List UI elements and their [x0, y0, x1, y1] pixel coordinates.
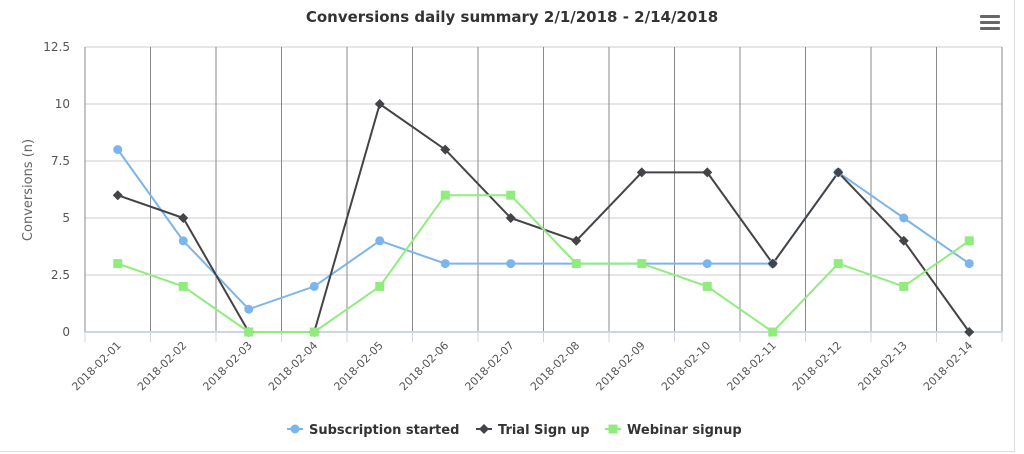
subscription-started-point — [375, 236, 385, 246]
y-tick-label: 7.5 — [51, 154, 70, 168]
legend-item-trial-sign-up[interactable]: Trial Sign up — [476, 423, 590, 438]
subscription-started-point — [244, 304, 254, 314]
webinar-signup-point — [637, 259, 647, 269]
x-tick-label: 2018-02-05 — [331, 339, 385, 393]
legend-marker — [479, 424, 489, 434]
x-tick-label: 2018-02-09 — [593, 339, 647, 393]
x-tick-label: 2018-02-07 — [462, 339, 516, 393]
subscription-started-point — [899, 213, 909, 223]
webinar-signup-point — [244, 327, 254, 337]
trial-sign-up-point — [702, 167, 713, 178]
trial-sign-up-point — [112, 190, 123, 201]
chart-title: Conversions daily summary 2/1/2018 - 2/1… — [306, 8, 718, 26]
y-axis-title: Conversions (n) — [21, 139, 36, 241]
legend-label: Trial Sign up — [498, 423, 590, 438]
y-tick-label: 10 — [55, 97, 70, 111]
trial-sign-up-point — [571, 235, 582, 246]
x-tick-label: 2018-02-02 — [135, 339, 189, 393]
webinar-signup-point — [833, 259, 843, 269]
webinar-signup-point — [768, 327, 778, 337]
x-tick-label: 2018-02-11 — [724, 339, 778, 393]
x-tick-label: 2018-02-13 — [855, 339, 909, 393]
subscription-started-point — [309, 281, 319, 291]
y-tick-label: 0 — [62, 325, 70, 339]
subscription-started-point — [113, 145, 123, 155]
webinar-signup-point — [506, 190, 516, 200]
x-tick-label: 2018-02-06 — [397, 339, 451, 393]
trial-sign-up-point — [636, 167, 647, 178]
subscription-started-point — [506, 259, 516, 269]
trial-sign-up-point — [178, 213, 189, 223]
y-tick-label: 12.5 — [43, 40, 70, 54]
x-tick-label: 2018-02-14 — [921, 339, 975, 393]
subscription-started-point — [964, 259, 974, 269]
legend-label: Webinar signup — [627, 423, 742, 438]
webinar-signup-point — [309, 327, 319, 337]
x-tick-label: 2018-02-03 — [200, 339, 254, 393]
legend-label: Subscription started — [309, 423, 459, 438]
subscription-started-point — [178, 236, 188, 246]
y-tick-label: 2.5 — [51, 268, 70, 282]
subscription-started-point — [702, 259, 712, 269]
trial-sign-up-point — [898, 235, 909, 246]
trial-sign-up-point — [964, 327, 975, 337]
trial-sign-up-point — [767, 258, 778, 269]
trial-sign-up-point — [440, 144, 451, 155]
legend-item-webinar-signup[interactable]: Webinar signup — [605, 423, 742, 438]
subscription-started-point — [440, 259, 450, 269]
webinar-signup-point — [113, 259, 123, 269]
webinar-signup-point — [964, 236, 974, 246]
legend-item-subscription-started[interactable]: Subscription started — [287, 423, 459, 438]
webinar-signup-point — [440, 190, 450, 200]
x-tick-label: 2018-02-10 — [659, 339, 713, 393]
webinar-signup-point — [702, 281, 712, 291]
x-tick-label: 2018-02-08 — [528, 339, 582, 393]
legend-marker — [290, 424, 300, 434]
x-tick-label: 2018-02-04 — [266, 339, 320, 393]
webinar-signup-point — [571, 259, 581, 269]
webinar-signup-line — [117, 194, 970, 334]
trial-sign-up-point — [833, 167, 844, 178]
hamburger-menu-icon[interactable] — [980, 15, 1000, 31]
legend-marker — [608, 424, 618, 434]
webinar-signup-point — [178, 281, 188, 291]
trial-sign-up-point — [505, 213, 516, 223]
x-tick-label: 2018-02-12 — [790, 339, 844, 393]
y-tick-label: 5 — [62, 211, 70, 225]
webinar-signup-point — [375, 281, 385, 291]
x-tick-label: 2018-02-01 — [69, 339, 123, 393]
webinar-signup-point — [899, 281, 909, 291]
trial-sign-up-point — [374, 99, 385, 109]
